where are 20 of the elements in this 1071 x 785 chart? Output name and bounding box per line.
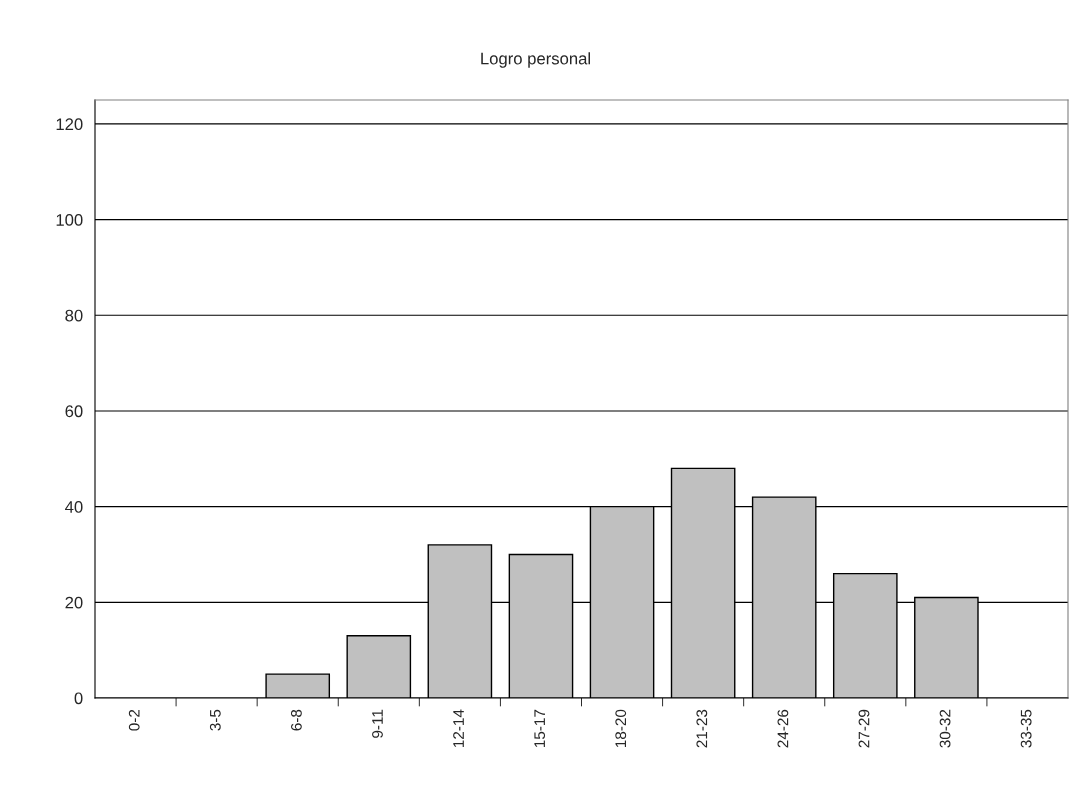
y-tick-label: 100 — [56, 214, 83, 226]
y-tick-label: 120 — [56, 118, 83, 131]
x-tick-label: 6-8 — [290, 709, 302, 731]
x-tick-label: 9-11 — [372, 709, 383, 738]
x-tick-label: 12-14 — [453, 709, 464, 748]
x-tick-label: 24-26 — [777, 709, 789, 748]
x-tick-label: 30-32 — [939, 709, 951, 748]
x-tick-label: 15-17 — [534, 709, 546, 748]
y-tick-label: 20 — [65, 596, 83, 609]
x-tick-label: 0-2 — [128, 709, 140, 731]
x-tick-label: 33-35 — [1020, 709, 1032, 748]
y-tick-label: 60 — [65, 405, 83, 418]
y-tick-label: 80 — [65, 309, 83, 322]
x-tick-label: 18-20 — [615, 709, 627, 748]
y-tick-label: 0 — [74, 692, 83, 705]
x-tick-label: 3-5 — [209, 709, 221, 731]
y-tick-label: 40 — [65, 501, 83, 513]
x-tick-label: 21-23 — [696, 709, 708, 748]
chart-title: Logro personal — [481, 52, 590, 68]
x-tick-label: 27-29 — [858, 709, 870, 748]
